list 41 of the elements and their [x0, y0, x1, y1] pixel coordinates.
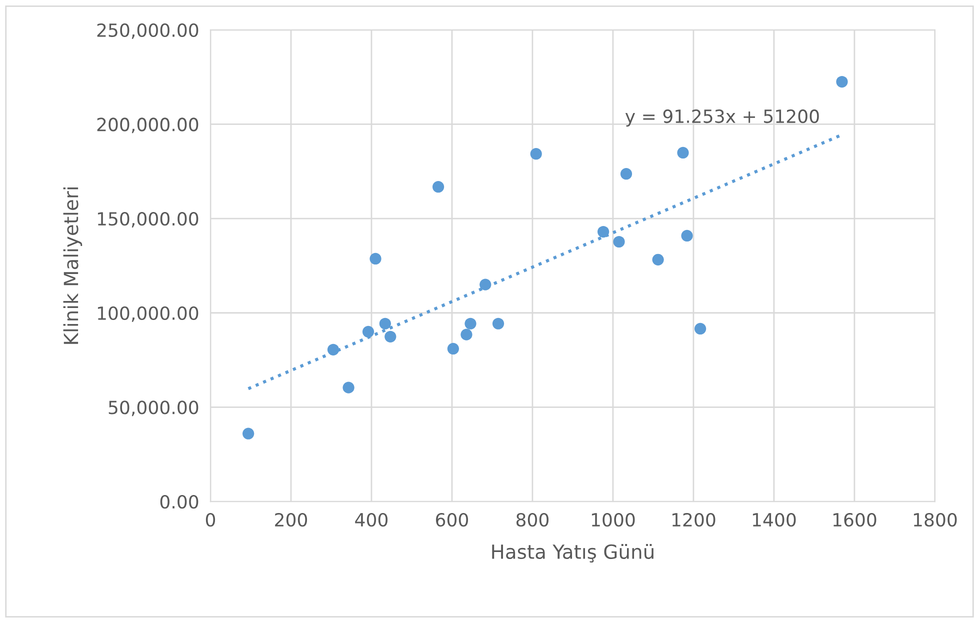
- point: [370, 252, 382, 265]
- y-tick-label: 0.00: [160, 494, 198, 509]
- x-tick-label: 1000: [592, 512, 635, 527]
- point: [384, 330, 396, 342]
- point: [620, 168, 632, 180]
- x-tick-label: 1800: [914, 512, 957, 527]
- x-tick-label: 0: [206, 512, 216, 527]
- point: [836, 76, 848, 88]
- x-axis-title: Hasta Yatış Günü: [492, 544, 654, 563]
- point: [597, 226, 610, 238]
- x-tick-label: 600: [436, 512, 468, 527]
- x-tick-label: 800: [516, 512, 548, 527]
- point: [379, 318, 391, 330]
- point: [432, 181, 444, 193]
- point: [362, 326, 374, 338]
- point: [694, 322, 706, 335]
- point: [242, 428, 254, 440]
- point: [342, 382, 354, 394]
- x-tick-label: 1200: [672, 512, 716, 527]
- y-tick-label: 50,000.00: [108, 400, 198, 416]
- y-axis-title: Klinik Maliyetleri: [63, 187, 82, 344]
- x-tick-label: 400: [355, 512, 388, 527]
- x-tick-label: 1400: [752, 512, 796, 527]
- point: [480, 278, 492, 290]
- point: [460, 328, 472, 340]
- y-tick-label: 150,000.00: [98, 212, 198, 228]
- y-tick-label: 200,000.00: [97, 118, 198, 134]
- point: [652, 254, 664, 266]
- y-tick-label: 250,000.00: [97, 23, 198, 39]
- point: [464, 318, 476, 330]
- point: [677, 146, 689, 159]
- annotation: y = 91.253x + 51200: [625, 109, 819, 127]
- point: [492, 318, 504, 330]
- x-tick-label: 1600: [833, 512, 876, 527]
- point: [447, 342, 459, 355]
- point: [530, 148, 542, 160]
- point: [613, 236, 625, 248]
- x-tick-label: 200: [275, 512, 308, 527]
- y-tick-label: 100,000.00: [98, 306, 198, 322]
- point: [327, 344, 340, 356]
- point: [681, 230, 693, 242]
